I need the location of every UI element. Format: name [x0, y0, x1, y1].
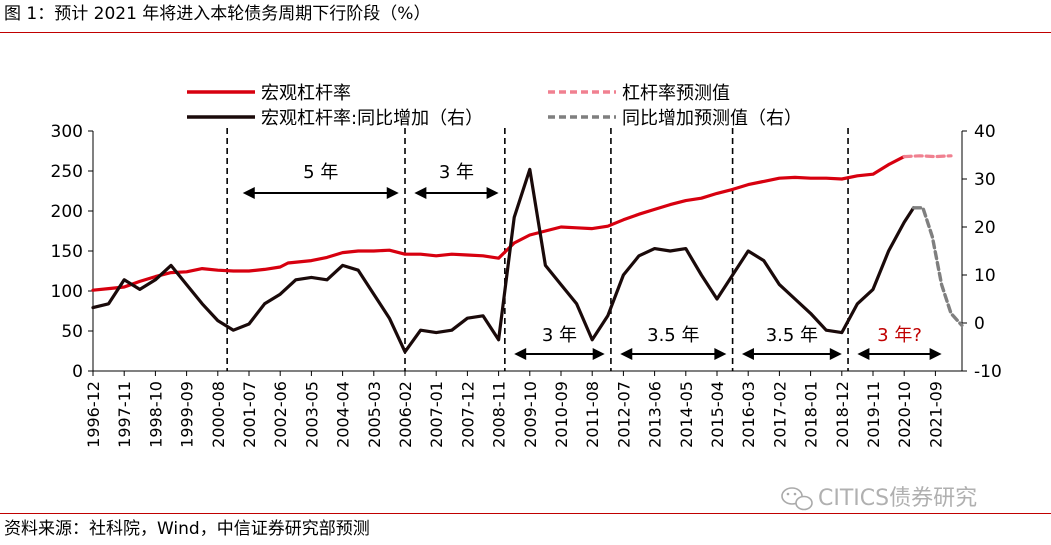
legend-item: 宏观杠杆率:同比增加（右） [187, 108, 483, 129]
x-axis: 1996-12 1997-11 1998-10 1999-09 2000-08 2001-… [84, 371, 945, 448]
cycle-annotation: 3 年 [514, 325, 605, 360]
right-tick-label: 20 [974, 218, 996, 238]
annotation-label: 3.5 年 [647, 325, 699, 346]
annotation-label: 3 年 [439, 162, 474, 183]
annotation-label: 5 年 [303, 162, 338, 183]
x-tick-label: 2004-04 [334, 381, 353, 448]
x-tick-label: 2007-12 [458, 381, 477, 448]
left-axis: 0 50 100 150 200 250 300 [51, 122, 93, 382]
x-tick-label: 2017-02 [770, 381, 789, 448]
x-tick-label: 2010-09 [552, 381, 571, 448]
arrow-head-right [386, 187, 399, 199]
arrow-head-left [242, 187, 255, 199]
left-tick-label: 250 [51, 162, 83, 182]
arrow-head-right [929, 348, 942, 360]
x-tick-label: 2012-07 [614, 381, 633, 448]
cycle-annotation: 3.5 年 [620, 325, 727, 360]
arrow-head-right [486, 187, 499, 199]
x-tick-label: 1996-12 [84, 381, 103, 448]
right-tick-label: 0 [974, 314, 985, 334]
legend-label: 同比增加预测值（右） [622, 108, 802, 129]
cycle-annotation: 3 年 [414, 162, 499, 199]
annotation-label: 3 年 [542, 325, 577, 346]
legend-item: 宏观杠杆率 [187, 83, 351, 104]
x-tick-label: 2005-03 [365, 381, 384, 448]
cycle-annotation: 3 年? [857, 325, 942, 360]
x-tick-label: 2000-08 [209, 381, 228, 448]
left-tick-label: 50 [61, 322, 83, 342]
series-layer [91, 154, 964, 354]
legend-label: 宏观杠杆率:同比增加（右） [261, 108, 483, 129]
x-tick-label: 2003-05 [302, 381, 321, 448]
x-tick-label: 2002-06 [271, 381, 290, 448]
legend-label: 宏观杠杆率 [261, 83, 351, 104]
left-tick-label: 300 [51, 122, 83, 142]
chart-frame [92, 131, 963, 372]
arrow-head-right [592, 348, 605, 360]
arrow-head-left [857, 348, 870, 360]
x-tick-label: 1999-09 [178, 381, 197, 448]
left-tick-label: 200 [51, 202, 83, 222]
page-title: 图 1：预计 2021 年将进入本轮债务周期下行阶段（%） [4, 4, 431, 24]
growth-forecast-line [911, 206, 964, 328]
x-tick-label: 2018-01 [802, 381, 821, 448]
left-tick-label: 100 [51, 282, 83, 302]
arrow-head-left [620, 348, 633, 360]
right-tick-label: -10 [974, 362, 1002, 382]
x-tick-label: 1997-11 [115, 381, 134, 448]
x-tick-label: 2014-05 [677, 381, 696, 448]
arrow-head-left [741, 348, 754, 360]
annotation-label: 3.5 年 [766, 325, 818, 346]
x-tick-label: 2009-10 [521, 381, 540, 448]
x-tick-label: 2008-11 [490, 381, 509, 448]
title-rule [0, 32, 1051, 33]
x-tick-label: 1998-10 [146, 381, 165, 448]
right-axis: -10 0 10 20 30 40 [962, 122, 1002, 382]
x-tick-label: 2016-03 [739, 381, 758, 448]
x-tick-label: 2020-10 [895, 381, 914, 448]
x-tick-label: 2001-07 [240, 381, 259, 448]
watermark-text: CITICS债券研究 [818, 486, 977, 511]
growth-line [91, 167, 916, 354]
arrow-head-left [514, 348, 527, 360]
x-tick-label: 2019-11 [864, 381, 883, 448]
annotation-label: 3 年? [877, 325, 922, 346]
x-tick-label: 2015-04 [708, 381, 727, 448]
x-tick-label: 2006-02 [396, 381, 415, 448]
wechat-icon [781, 487, 813, 511]
left-tick-label: 0 [72, 362, 83, 382]
legend-item: 同比增加预测值（右） [548, 108, 802, 129]
x-tick-label: 2018-12 [833, 381, 852, 448]
right-tick-label: 10 [974, 266, 996, 286]
x-tick-label: 2021-09 [926, 381, 945, 448]
left-tick-label: 150 [51, 242, 83, 262]
right-tick-label: 30 [974, 170, 996, 190]
x-tick-label: 2011-08 [583, 381, 602, 448]
cycle-annotation: 3.5 年 [741, 325, 842, 360]
right-tick-label: 40 [974, 122, 996, 142]
cycle-annotations: 5 年 3 年 3 年 3.5 年 3.5 年 3 年? [242, 162, 942, 360]
source-note: 资料来源：社科院，Wind，中信证券研究部预测 [4, 519, 370, 539]
leverage-line [91, 155, 906, 292]
cycle-annotation: 5 年 [242, 162, 399, 199]
arrow-head-right [714, 348, 727, 360]
leverage-forecast-line [902, 154, 953, 159]
legend-item: 杠杆率预测值 [548, 83, 730, 104]
x-tick-label: 2013-06 [646, 381, 665, 448]
legend-label: 杠杆率预测值 [622, 83, 730, 104]
x-tick-label: 2007-01 [427, 381, 446, 448]
watermark: CITICS债券研究 [781, 486, 977, 511]
arrow-head-right [829, 348, 842, 360]
arrow-head-left [414, 187, 427, 199]
cycle-dividers [226, 128, 849, 371]
source-rule [0, 513, 1051, 514]
